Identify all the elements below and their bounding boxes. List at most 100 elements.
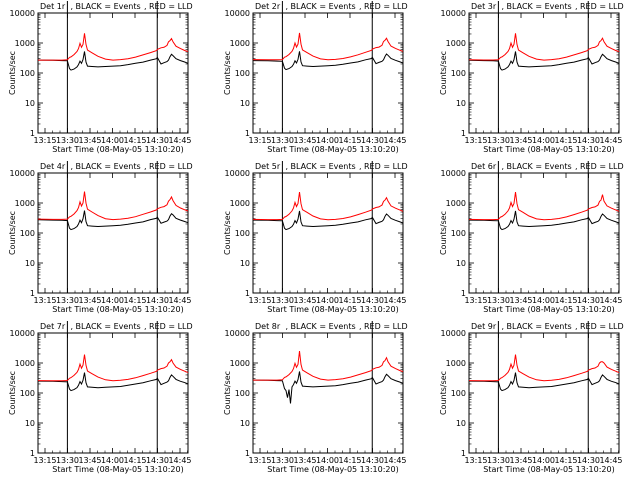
- panel-title-separator: ,: [359, 2, 362, 11]
- y-tick-label: 1000: [230, 359, 250, 368]
- panel-title-part: RED = LLD: [149, 322, 193, 331]
- x-tick-label: 14:00: [316, 136, 339, 145]
- x-tick-label: 14:30: [577, 456, 600, 465]
- detector-panel-5: Det 5r, BLACK = Events, RED = LLD110100100…: [223, 161, 408, 314]
- y-tick-label: 100: [235, 69, 250, 78]
- x-tick-label: 13:30: [487, 456, 510, 465]
- x-tick-label: 13:45: [509, 456, 532, 465]
- y-axis-label: Counts/sec: [223, 51, 232, 95]
- x-tick-label: 14:15: [338, 456, 361, 465]
- x-tick-label: 13:45: [293, 136, 316, 145]
- y-tick-label: 100: [235, 229, 250, 238]
- panel-title-separator: ,: [144, 2, 147, 11]
- x-tick-label: 13:30: [487, 296, 510, 305]
- y-tick-label: 10: [25, 419, 35, 428]
- x-tick-label: 14:15: [123, 296, 146, 305]
- y-tick-label: 1: [461, 449, 466, 458]
- series-line-lld: [468, 354, 620, 382]
- x-tick-label: 13:15: [33, 296, 56, 305]
- series-line-events: [252, 51, 404, 71]
- x-tick-label: 14:00: [532, 456, 555, 465]
- y-tick-label: 10000: [225, 329, 250, 338]
- detector-panel-8: Det 8r, BLACK = Events, RED = LLD110100100…: [223, 321, 408, 474]
- y-tick-label: 1: [461, 289, 466, 298]
- y-tick-label: 1: [461, 129, 466, 138]
- y-axis-label: Counts/sec: [8, 51, 17, 95]
- x-tick-label: 14:30: [577, 136, 600, 145]
- x-axis-label: Start Time (08-May-05 13:10:20): [52, 305, 183, 314]
- y-tick-label: 1000: [446, 39, 466, 48]
- panel-title-separator: ,: [575, 162, 578, 171]
- x-tick-label: 14:15: [123, 456, 146, 465]
- y-tick-label: 10: [456, 259, 466, 268]
- panel-title-separator: ,: [71, 162, 74, 171]
- x-tick-label: 14:30: [146, 136, 169, 145]
- y-tick-label: 10000: [10, 169, 35, 178]
- y-tick-label: 1: [30, 289, 35, 298]
- series-line-lld: [468, 33, 620, 61]
- y-tick-label: 10: [456, 419, 466, 428]
- x-tick-label: 14:45: [168, 456, 191, 465]
- series-line-lld: [37, 191, 189, 221]
- x-tick-label: 13:45: [78, 296, 101, 305]
- panel-title-part: BLACK = Events: [291, 162, 356, 171]
- x-tick-label: 13:15: [248, 136, 271, 145]
- x-axis-label: Start Time (08-May-05 13:10:20): [52, 465, 183, 474]
- y-axis-label: Counts/sec: [8, 211, 17, 255]
- y-axis-label: Counts/sec: [223, 211, 232, 255]
- panel-title-part: BLACK = Events: [291, 322, 356, 331]
- y-tick-label: 10: [456, 99, 466, 108]
- x-tick-label: 14:45: [383, 296, 406, 305]
- series-line-events: [252, 210, 404, 231]
- panel-title-separator: ,: [71, 2, 74, 11]
- panel-title-part: RED = LLD: [364, 162, 408, 171]
- x-tick-label: 13:30: [271, 456, 294, 465]
- x-tick-label: 13:15: [464, 296, 487, 305]
- x-tick-label: 14:00: [532, 136, 555, 145]
- x-axis-label: Start Time (08-May-05 13:10:20): [483, 145, 614, 154]
- y-tick-label: 1: [30, 129, 35, 138]
- series-line-events: [468, 372, 620, 392]
- x-tick-label: 14:15: [554, 136, 577, 145]
- y-tick-label: 10: [240, 419, 250, 428]
- x-axis-label: Start Time (08-May-05 13:10:20): [52, 145, 183, 154]
- y-tick-label: 1: [245, 449, 250, 458]
- x-tick-label: 13:45: [509, 136, 532, 145]
- x-tick-label: 14:15: [338, 136, 361, 145]
- panel-title-separator: ,: [286, 322, 289, 331]
- detector-panel-7: Det 7r, BLACK = Events, RED = LLD110100100…: [8, 321, 193, 474]
- x-tick-label: 14:45: [383, 456, 406, 465]
- x-tick-label: 13:15: [248, 456, 271, 465]
- panel-title-part: Det 3r: [471, 2, 497, 11]
- panel-title-part: Det 4r: [40, 162, 66, 171]
- x-tick-label: 14:45: [168, 136, 191, 145]
- panel-title-separator: ,: [502, 322, 505, 331]
- y-tick-label: 1000: [15, 359, 35, 368]
- panel-title-part: Det 8r: [255, 322, 281, 331]
- panel-title-part: RED = LLD: [149, 2, 193, 11]
- detector-panel-9: Det 9r, BLACK = Events, RED = LLD110100100…: [439, 321, 624, 474]
- y-tick-label: 10000: [441, 169, 466, 178]
- panel-title-separator: ,: [502, 162, 505, 171]
- series-line-lld: [37, 354, 189, 382]
- panel-title-separator: ,: [144, 162, 147, 171]
- y-tick-label: 100: [235, 389, 250, 398]
- x-tick-label: 14:30: [361, 456, 384, 465]
- series-line-events: [252, 371, 404, 404]
- y-tick-label: 1: [30, 449, 35, 458]
- y-tick-label: 100: [20, 69, 35, 78]
- detector-panel-4: Det 4r, BLACK = Events, RED = LLD110100100…: [8, 161, 193, 314]
- panel-title-separator: ,: [286, 2, 289, 11]
- y-tick-label: 1000: [15, 39, 35, 48]
- y-tick-label: 100: [20, 229, 35, 238]
- series-line-lld: [252, 32, 404, 61]
- x-tick-label: 14:00: [316, 296, 339, 305]
- series-line-events: [37, 51, 189, 71]
- x-tick-label: 14:45: [383, 136, 406, 145]
- x-tick-label: 13:30: [271, 136, 294, 145]
- y-axis-label: Counts/sec: [223, 371, 232, 415]
- x-tick-label: 13:45: [78, 136, 101, 145]
- x-axis-label: Start Time (08-May-05 13:10:20): [267, 145, 398, 154]
- panel-title-separator: ,: [71, 322, 74, 331]
